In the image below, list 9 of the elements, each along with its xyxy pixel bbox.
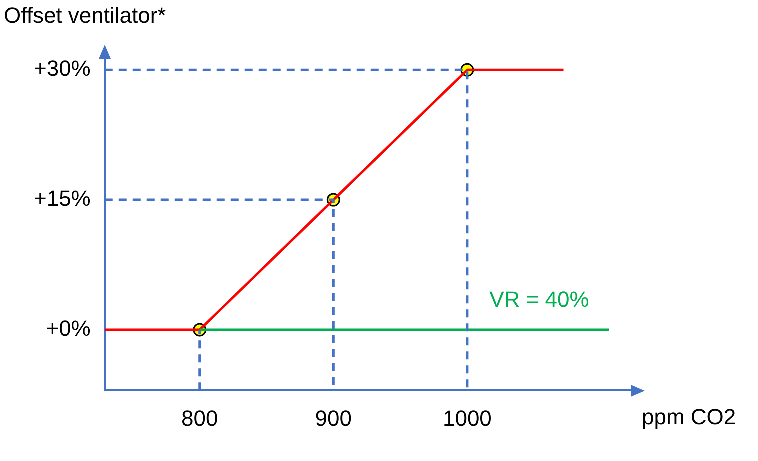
x-tick-label: 800 — [182, 406, 218, 431]
y-tick-label: +30% — [34, 56, 91, 82]
y-axis-title: Offset ventilator* — [4, 3, 167, 28]
annotation: VR = 40% — [490, 287, 590, 312]
y-tick-label: +15% — [34, 186, 91, 212]
y-tick-label: +0% — [46, 316, 91, 342]
x-tick-label: 1000 — [442, 406, 492, 431]
x-axis-title: ppm CO2 — [642, 404, 736, 430]
x-tick-label: 900 — [315, 406, 352, 431]
